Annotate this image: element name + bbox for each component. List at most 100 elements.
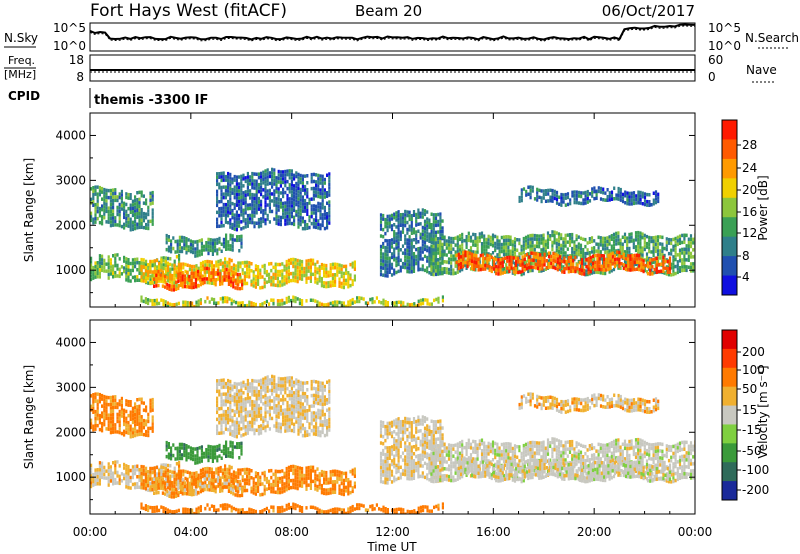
power-echo-cell bbox=[186, 300, 189, 305]
power-echo-cell bbox=[326, 215, 329, 219]
velocity-echo-cell bbox=[218, 447, 221, 451]
power-echo-cell bbox=[155, 302, 158, 306]
velocity-echo-cell bbox=[230, 472, 233, 477]
power-echo-cell bbox=[284, 173, 287, 177]
power-echo-cell bbox=[242, 212, 245, 216]
power-echo-cell bbox=[288, 197, 291, 201]
power-echo-cell bbox=[556, 253, 559, 258]
power-echo-cell bbox=[285, 277, 288, 281]
power-echo-cell bbox=[600, 254, 603, 258]
power-echo-cell bbox=[237, 268, 240, 272]
power-echo-cell bbox=[303, 270, 306, 274]
power-echo-cell bbox=[194, 270, 197, 275]
power-echo-cell bbox=[138, 222, 141, 226]
power-echo-cell bbox=[197, 266, 200, 271]
power-echo-cell bbox=[393, 223, 396, 227]
power-echo-cell bbox=[229, 190, 232, 194]
power-echo-cell bbox=[683, 240, 686, 244]
power-echo-cell bbox=[286, 221, 289, 226]
power-echo-cell bbox=[520, 198, 523, 203]
power-echo-cell bbox=[447, 260, 451, 265]
power-echo-cell bbox=[103, 265, 106, 270]
power-echo-cell bbox=[604, 247, 607, 251]
power-echo-cell bbox=[225, 244, 228, 248]
power-echo-cell bbox=[179, 278, 182, 283]
power-echo-cell bbox=[447, 243, 451, 247]
power-echo-cell bbox=[288, 190, 291, 194]
velocity-echo-cell bbox=[257, 489, 260, 493]
power-echo-cell bbox=[210, 271, 213, 275]
power-echo-cell bbox=[232, 274, 235, 278]
power-echo-cell bbox=[454, 264, 457, 268]
power-echo-cell bbox=[643, 258, 646, 262]
power-echo-cell bbox=[188, 267, 191, 272]
power-echo-cell bbox=[458, 269, 462, 273]
power-echo-cell bbox=[288, 183, 291, 187]
power-echo-cell bbox=[306, 191, 309, 195]
power-echo-cell bbox=[536, 191, 539, 195]
power-echo-cell bbox=[103, 258, 106, 263]
power-echo-cell bbox=[173, 267, 176, 271]
power-echo-cell bbox=[334, 280, 337, 284]
power-echo-cell bbox=[253, 193, 256, 197]
power-echo-cell bbox=[239, 261, 242, 265]
power-echo-cell bbox=[338, 270, 341, 274]
power-echo-cell bbox=[347, 278, 350, 282]
power-echo-cell bbox=[306, 226, 309, 230]
power-echo-cell bbox=[246, 281, 249, 286]
power-echo-cell bbox=[290, 179, 293, 184]
power-echo-cell bbox=[169, 280, 172, 284]
power-echo-cell bbox=[293, 187, 296, 192]
power-echo-cell bbox=[301, 216, 304, 220]
power-echo-cell bbox=[430, 212, 433, 216]
power-echo-cell bbox=[293, 208, 296, 213]
power-echo-cell bbox=[250, 301, 253, 305]
power-echo-cell bbox=[281, 272, 284, 277]
power-echo-cell bbox=[432, 237, 435, 242]
power-echo-cell bbox=[406, 255, 409, 260]
nave-label: Nave bbox=[746, 63, 777, 77]
power-echo-cell bbox=[408, 217, 411, 222]
power-echo-cell bbox=[622, 263, 625, 267]
velocity-echo-cell bbox=[254, 481, 257, 486]
power-echo-cell bbox=[634, 231, 638, 235]
power-echo-cell bbox=[512, 266, 515, 271]
power-echo-cell bbox=[402, 304, 405, 307]
power-echo-cell bbox=[142, 279, 145, 283]
power-echo-cell bbox=[430, 223, 433, 227]
velocity-echo-cell bbox=[198, 456, 201, 461]
power-echo-cell bbox=[321, 220, 324, 224]
power-echo-cell bbox=[404, 251, 407, 256]
power-echo-cell bbox=[241, 268, 244, 272]
power-echo-cell bbox=[639, 248, 642, 253]
power-echo-cell bbox=[551, 195, 554, 200]
power-echo-cell bbox=[643, 268, 646, 273]
power-echo-cell bbox=[642, 259, 645, 263]
power-echo-cell bbox=[501, 264, 504, 268]
power-echo-cell bbox=[575, 251, 578, 256]
power-echo-cell bbox=[260, 185, 263, 190]
power-echo-cell bbox=[229, 221, 232, 226]
power-echo-cell bbox=[222, 223, 225, 228]
power-echo-cell bbox=[257, 224, 260, 229]
power-echo-cell bbox=[279, 173, 282, 178]
power-echo-cell bbox=[308, 225, 311, 230]
power-echo-cell bbox=[382, 217, 385, 221]
power-echo-cell bbox=[231, 177, 234, 181]
power-echo-cell bbox=[284, 180, 287, 184]
power-echo-cell bbox=[244, 179, 247, 184]
power-echo-cell bbox=[466, 254, 469, 258]
power-echo-cell bbox=[288, 218, 291, 222]
power-echo-cell bbox=[207, 244, 210, 249]
power-echo-cell bbox=[629, 268, 632, 272]
velocity-echo-cell bbox=[259, 479, 262, 483]
power-echo-cell bbox=[195, 264, 198, 268]
power-echo-cell bbox=[287, 299, 290, 303]
velocity-echo-cell bbox=[94, 468, 97, 472]
power-echo-cell bbox=[522, 271, 525, 276]
velocity-echo-cell bbox=[125, 478, 128, 482]
power-echo-cell bbox=[632, 238, 635, 243]
power-echo-cell bbox=[642, 266, 645, 270]
power-echo-cell bbox=[633, 267, 636, 272]
velocity-echo-cell bbox=[125, 423, 128, 428]
